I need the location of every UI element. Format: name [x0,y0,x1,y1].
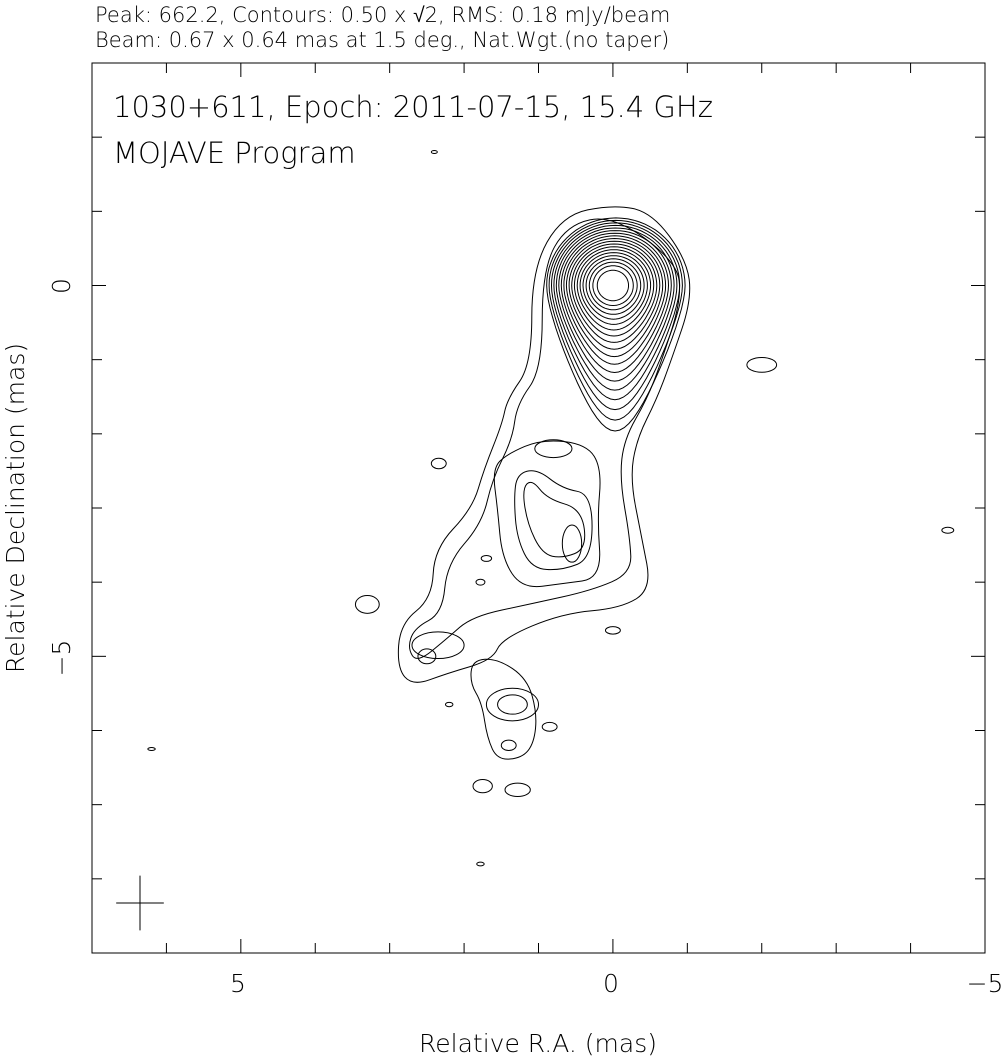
contour-blob [497,694,528,715]
contour-blob [504,782,531,798]
core-contour [546,217,686,432]
contour-blob [476,861,485,867]
contour-blob [541,721,558,732]
contour-blob [147,747,156,752]
header-line-1: Peak: 662.2, Contours: 0.50 x √2, RMS: 0… [95,3,670,27]
core-contour [582,255,645,320]
y-tick-label: 0 [47,278,76,294]
contour-blob [604,626,621,635]
core-contour [571,243,658,343]
core-contour [573,246,655,337]
x-tick-label: 5 [230,969,246,998]
chart-subtitle: MOJAVE Program [113,136,356,170]
core-contour [548,219,683,421]
contour-blob [430,457,447,470]
core-contour [568,240,661,350]
contour-blob [475,578,486,586]
contour-blob [444,701,454,708]
chart-title: 1030+611, Epoch: 2011-07-15, 15.4 GHz [113,90,713,124]
contour-lines [147,150,955,867]
core-contour [558,230,672,382]
contour-blob [941,526,955,534]
beam-cross [116,875,164,931]
core-contour [576,249,652,331]
x-tick-label: 0 [603,969,619,998]
jet-contour [470,658,537,760]
y-tick-label: −5 [47,640,76,677]
contour-blob [472,778,493,794]
contour-blob [480,554,493,562]
contour-blob [417,648,437,665]
jet-contour [514,470,593,571]
contour-blob [534,439,573,459]
contour-blob [354,595,380,614]
x-axis-label: Relative R.A. (mas) [419,1029,657,1058]
contour-blob [561,524,583,563]
core-contour [592,265,634,307]
contour-blob [746,356,778,373]
axis-ticks [92,63,985,953]
contour-blob [411,631,465,660]
x-tick-label: −5 [967,969,1001,998]
jet-contour [409,218,681,659]
core-contour [560,232,670,374]
plot-frame [91,62,986,954]
jet-contour [523,481,586,558]
core-contour [585,258,642,315]
core-contour [588,261,638,311]
core-contour [596,269,629,302]
jet-contour [493,440,601,588]
y-axis-label: Relative Declination (mas) [1,343,30,673]
contour-blob [500,739,517,752]
contour-blob [485,687,539,722]
core-contour [563,235,667,365]
core-contour [553,224,678,401]
header-line-2: Beam: 0.67 x 0.64 mas at 1.5 deg., Nat.W… [95,28,669,52]
core-contour [565,237,664,358]
jet-contour [397,206,691,683]
core-contour [555,227,675,391]
core-contour [579,252,648,325]
contour-blob [430,150,438,154]
